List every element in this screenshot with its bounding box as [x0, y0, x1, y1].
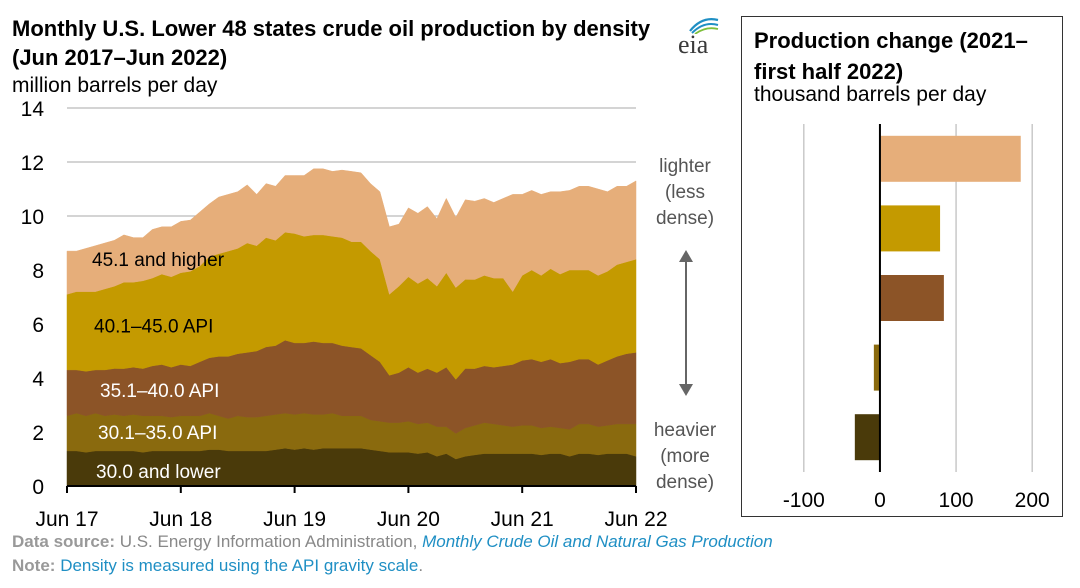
- x-tick-label: Jun 17: [35, 508, 98, 530]
- series-label-4: 40.1–45.0 API: [94, 316, 213, 337]
- production-change-panel: -100 0 100 200 Production change (2021–firs…: [741, 16, 1063, 517]
- heavier-line-3: dense): [655, 472, 715, 493]
- bar-3: [879, 275, 944, 321]
- heavier-line-1: heavier: [653, 420, 717, 441]
- heavier-density-label: heavier (more dense): [640, 418, 730, 496]
- x-tick-label: Jun 19: [263, 508, 326, 530]
- y-tick-label: 6: [32, 314, 44, 337]
- y-tick-label: 4: [32, 368, 44, 391]
- bar-x-tick-label: -100: [783, 489, 825, 512]
- series-label-2: 30.1–35.0 API: [98, 423, 217, 444]
- chart-title: Monthly U.S. Lower 48 states crude oil p…: [12, 16, 651, 70]
- bar-1: [879, 135, 1021, 182]
- data-source-link[interactable]: Monthly Crude Oil and Natural Gas Produc…: [422, 532, 773, 551]
- y-axis-units: million barrels per day: [12, 74, 218, 97]
- x-tick-label: Jun 22: [604, 508, 667, 530]
- bar-2: [879, 205, 941, 252]
- bar-4: [873, 344, 880, 391]
- production-change-bar-chart: -100 0 100 200: [783, 124, 1050, 512]
- eia-logo-arcs-icon: [689, 18, 719, 35]
- series-label-1: 30.0 and lower: [96, 462, 221, 483]
- lighter-density-label: lighter (less dense): [640, 154, 730, 232]
- density-arrow-icon: [679, 250, 693, 396]
- note-end: .: [418, 556, 424, 575]
- y-tick-label: 8: [32, 260, 44, 283]
- stacked-area-chart: 30.0 and lower 30.1–35.0 API 35.1–40.0 API…: [21, 98, 668, 530]
- heavier-line-2: (more: [660, 446, 710, 467]
- data-source-line: Data source: U.S. Energy Information Adm…: [12, 530, 773, 554]
- bar-x-tick-label: 200: [1015, 489, 1050, 512]
- note-label: Note:: [12, 556, 56, 575]
- note-text[interactable]: Density is measured using the API gravit…: [60, 556, 419, 575]
- y-tick-label: 10: [21, 206, 44, 229]
- data-source-label: Data source:: [12, 532, 115, 551]
- y-tick-label: 12: [21, 152, 44, 175]
- lighter-line-1: lighter: [659, 156, 711, 177]
- panel-units: thousand barrels per day: [754, 83, 987, 106]
- bar-5: [854, 414, 880, 461]
- area-series-5: [66, 168, 637, 295]
- y-tick-label: 14: [21, 98, 45, 121]
- note-line: Note: Density is measured using the API …: [12, 554, 773, 578]
- x-tick-label: Jun 20: [377, 508, 440, 530]
- y-tick-label: 0: [32, 476, 44, 499]
- x-tick-label: Jun 21: [491, 508, 554, 530]
- panel-title: Production change (2021–first half 2022): [754, 28, 1028, 84]
- x-tick-label: Jun 18: [149, 508, 212, 530]
- series-label-5: 45.1 and higher: [92, 250, 225, 271]
- series-label-3: 35.1–40.0 API: [100, 381, 219, 402]
- eia-logo: eia: [672, 12, 728, 59]
- footer: Data source: U.S. Energy Information Adm…: [12, 530, 773, 578]
- lighter-line-2: (less: [664, 182, 706, 203]
- data-source-text: U.S. Energy Information Administration,: [119, 532, 418, 551]
- y-tick-label: 2: [32, 422, 44, 445]
- lighter-line-3: dense): [655, 208, 715, 229]
- bar-x-tick-label: 100: [939, 489, 974, 512]
- eia-logo-text: eia: [678, 30, 709, 59]
- bar-x-tick-label: 0: [874, 489, 886, 512]
